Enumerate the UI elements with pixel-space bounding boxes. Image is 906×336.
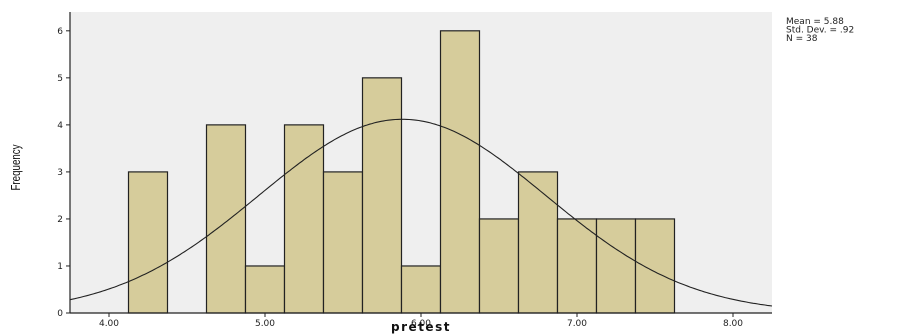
histogram-bar bbox=[517, 171, 559, 314]
stats-line: Std. Dev. = .92 bbox=[786, 26, 854, 36]
histogram-bar bbox=[400, 265, 442, 314]
y-axis-title: Frequency bbox=[10, 144, 24, 190]
x-tick-label: 8.00 bbox=[723, 319, 743, 329]
histogram-bar bbox=[478, 218, 520, 314]
y-tick-label: 4 bbox=[57, 121, 63, 131]
histogram-bar bbox=[127, 171, 169, 314]
y-tick-label: 6 bbox=[57, 27, 63, 37]
normal-curve-line bbox=[69, 118, 773, 307]
y-tick-label: 2 bbox=[57, 215, 63, 225]
histogram-bar bbox=[322, 171, 364, 314]
histogram-bar bbox=[439, 30, 481, 314]
histogram-bar bbox=[634, 218, 676, 314]
histogram-bar bbox=[205, 124, 247, 314]
x-axis-title: pretest bbox=[391, 320, 451, 334]
stats-line: Mean = 5.88 bbox=[786, 17, 844, 27]
x-tick-label: 7.00 bbox=[567, 319, 587, 329]
histogram-bar bbox=[595, 218, 637, 314]
histogram-bar bbox=[244, 265, 286, 314]
y-tick-label: 0 bbox=[57, 309, 63, 319]
histogram-bar bbox=[556, 218, 598, 314]
x-tick-label: 5.00 bbox=[255, 319, 275, 329]
y-tick-label: 1 bbox=[57, 262, 63, 272]
histogram-bar bbox=[361, 77, 403, 314]
y-tick-label: 5 bbox=[57, 74, 63, 84]
x-tick-label: 4.00 bbox=[99, 319, 119, 329]
x-tick-label: 6.00 bbox=[411, 319, 431, 329]
y-tick-label: 3 bbox=[57, 168, 63, 178]
histogram-bar bbox=[283, 124, 325, 314]
stats-line: N = 38 bbox=[786, 34, 818, 44]
